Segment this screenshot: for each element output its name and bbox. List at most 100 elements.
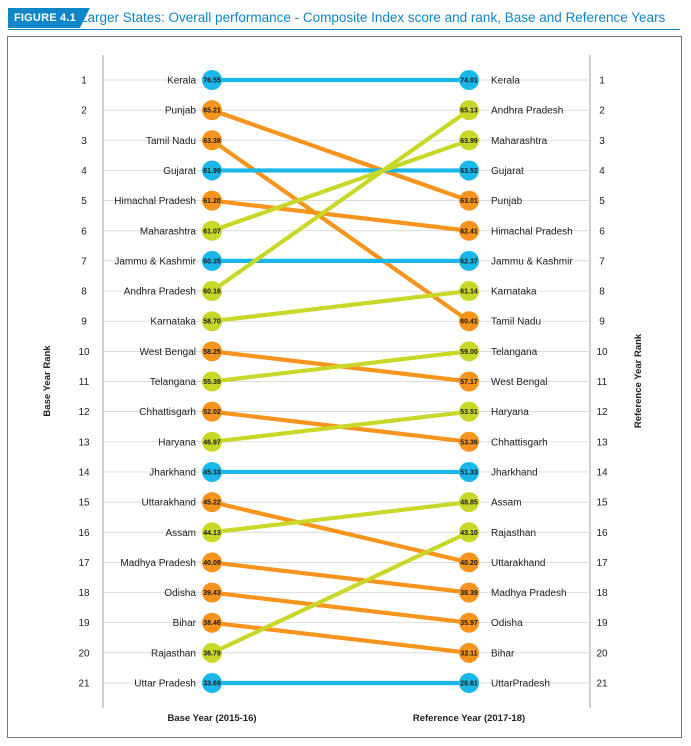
base-score-label: 39.43 (203, 590, 221, 597)
reference-score-label: 53.51 (460, 409, 478, 416)
rank-link (209, 530, 472, 655)
guide-lines (102, 55, 591, 708)
base-score-node (202, 220, 222, 241)
reference-score-node (459, 612, 479, 633)
right-rank-label: 17 (596, 558, 608, 569)
reference-score-label: 63.52 (460, 168, 478, 175)
base-score-node (202, 311, 222, 332)
rank-link (209, 108, 472, 203)
header-rule (8, 29, 680, 30)
reference-score-node (459, 401, 479, 422)
base-score-node (202, 522, 222, 543)
right-rank-label: 13 (596, 437, 608, 448)
reference-score-node (459, 160, 479, 181)
left-rank-label: 14 (78, 467, 90, 478)
base-score-label: 45.22 (203, 500, 221, 507)
reference-state-label: Uttarakhand (491, 558, 545, 569)
reference-state-label: Madhya Pradesh (491, 588, 567, 599)
base-state-label: Jammu & Kashmir (114, 256, 196, 267)
score-nodes: 76.55 65.21 63.38 61.99 61.20 61.07 60.35 60.16… (202, 70, 479, 693)
right-rank-label: 5 (599, 196, 605, 207)
reference-score-label: 48.85 (460, 500, 478, 507)
base-score-label: 61.07 (203, 228, 221, 235)
base-state-label: Uttar Pradesh (134, 679, 196, 690)
base-state-label: Maharashtra (140, 226, 197, 237)
right-rank-label: 16 (596, 528, 608, 539)
reference-score-label: 59.00 (460, 349, 478, 356)
reference-state-label: Bihar (491, 648, 515, 659)
reference-state-label: Jharkhand (491, 467, 538, 478)
reference-state-label: Gujarat (491, 166, 524, 177)
base-state-label: Rajasthan (151, 648, 196, 659)
reference-state-label: West Bengal (491, 377, 548, 388)
right-rank-label: 1 (599, 76, 605, 87)
right-rank-label: 3 (599, 136, 605, 147)
figure-header: FIGURE 4.1 Larger States: Overall perfor… (8, 8, 680, 30)
figure-label: FIGURE 4.1 (8, 8, 90, 28)
right-rank-label: 6 (599, 226, 605, 237)
left-rank-label: 3 (81, 136, 87, 147)
base-score-label: 76.55 (203, 78, 221, 85)
reference-state-label: Tamil Nadu (491, 317, 541, 328)
right-rank-label: 10 (596, 347, 608, 358)
rank-link (209, 560, 472, 595)
base-score-node (202, 492, 222, 513)
reference-score-label: 40.20 (460, 560, 478, 567)
right-rank-label: 2 (599, 106, 605, 117)
reference-state-label: Punjab (491, 196, 523, 207)
reference-score-node (459, 431, 479, 452)
base-state-label: Andhra Pradesh (124, 287, 196, 298)
rank-link (209, 620, 472, 655)
base-score-node (202, 431, 222, 452)
reference-score-node (459, 371, 479, 392)
base-score-label: 45.33 (203, 469, 221, 476)
left-rank-label: 12 (78, 407, 90, 418)
right-rank-label: 8 (599, 287, 605, 298)
left-rank-label: 4 (81, 166, 87, 177)
base-state-label: Jharkhand (149, 467, 196, 478)
base-score-node (202, 70, 222, 90)
reference-score-label: 53.36 (460, 439, 478, 446)
base-score-label: 33.69 (203, 681, 221, 688)
left-rank-label: 20 (78, 648, 90, 659)
rank-link (209, 288, 472, 324)
left-rank-label: 9 (81, 317, 87, 328)
left-rank-label: 5 (81, 196, 87, 207)
reference-state-label: UttarPradesh (491, 679, 550, 690)
base-score-node (202, 673, 222, 693)
reference-score-label: 74.01 (460, 78, 478, 85)
base-score-node (202, 612, 222, 633)
base-score-node (202, 130, 222, 151)
base-score-node (202, 642, 222, 663)
reference-state-label: Jammu & Kashmir (491, 256, 573, 267)
reference-state-label: Maharashtra (491, 136, 548, 147)
reference-score-node (459, 341, 479, 362)
reference-score-node (459, 100, 479, 121)
base-score-label: 65.21 (203, 108, 221, 115)
left-rank-label: 17 (78, 558, 90, 569)
left-rank-label: 2 (81, 106, 87, 117)
reference-state-label: Assam (491, 498, 522, 509)
base-score-node (202, 461, 222, 482)
reference-state-label: Kerala (491, 76, 520, 87)
reference-score-label: 63.99 (460, 138, 478, 145)
reference-score-node (459, 673, 479, 693)
left-rank-label: 8 (81, 287, 87, 298)
reference-state-label: Chhattisgarh (491, 437, 548, 448)
right-rank-label: 9 (599, 317, 605, 328)
base-state-label: Karnataka (150, 317, 196, 328)
right-rank-label: 19 (596, 618, 608, 629)
right-rank-label: 7 (599, 256, 605, 267)
left-axis-label: Base Year Rank (42, 345, 53, 417)
reference-score-node (459, 130, 479, 151)
reference-score-node (459, 582, 479, 603)
base-state-label: Bihar (173, 618, 197, 629)
base-score-label: 61.20 (203, 198, 221, 205)
reference-state-label: Karnataka (491, 287, 537, 298)
reference-score-label: 63.01 (460, 198, 478, 205)
base-score-node (202, 401, 222, 422)
base-score-label: 60.16 (203, 289, 221, 296)
reference-score-node (459, 250, 479, 271)
